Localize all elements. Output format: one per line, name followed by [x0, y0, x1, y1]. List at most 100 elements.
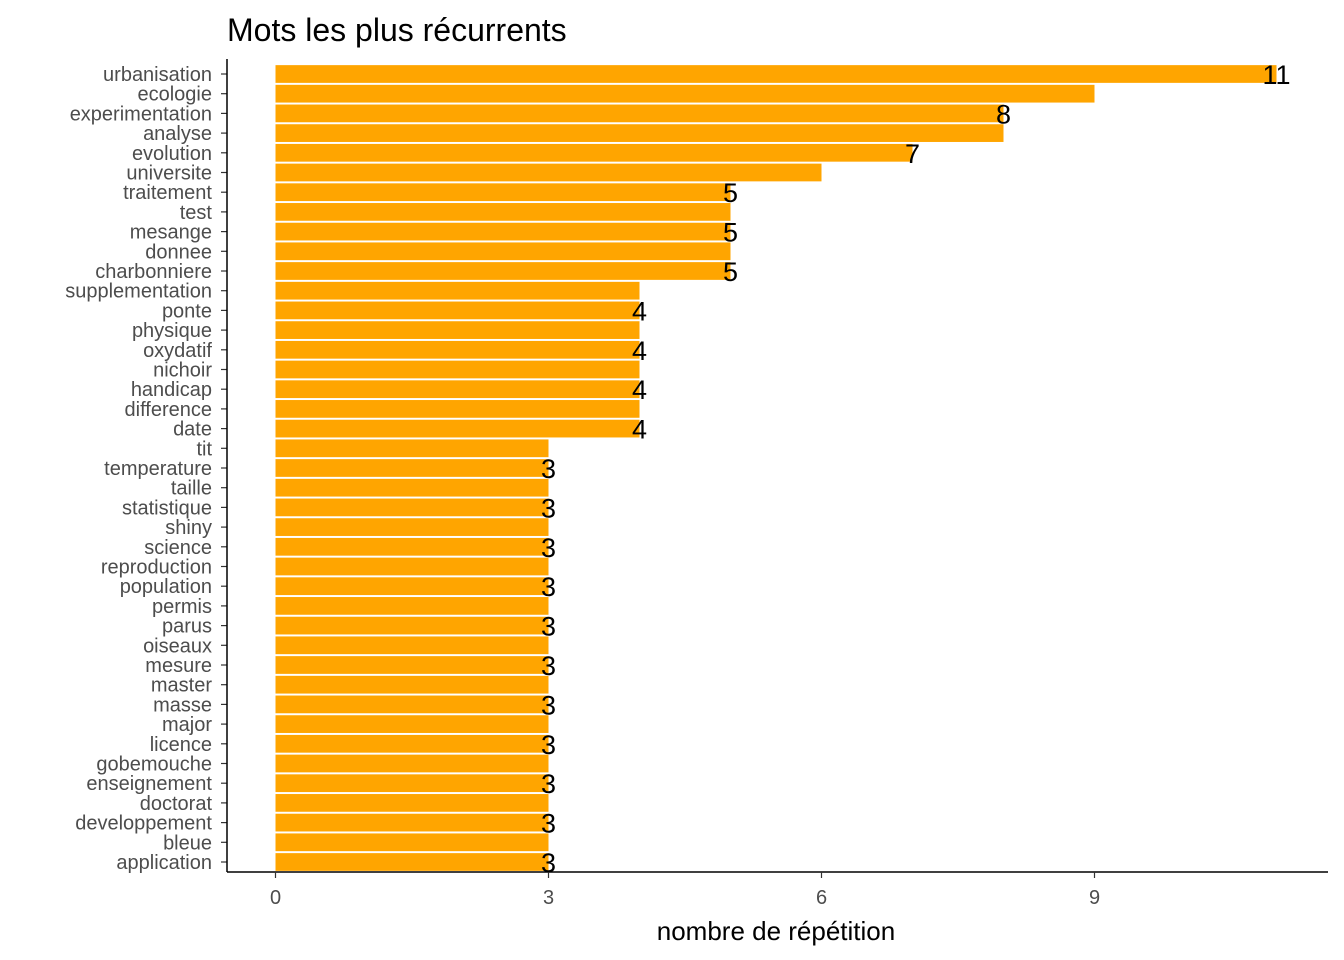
y-tick-label: temperature: [104, 458, 212, 480]
bar: [275, 163, 822, 182]
bar: [275, 636, 549, 655]
bar: [275, 124, 1004, 142]
bar: [275, 853, 549, 871]
y-tick-label: analyse: [143, 123, 212, 145]
y-tick-label: developpement: [75, 813, 212, 835]
y-tick-label: date: [173, 419, 212, 441]
y-tick-label: shiny: [165, 517, 212, 539]
bar: [275, 281, 640, 300]
data-label: 3: [541, 612, 556, 642]
data-label: 5: [723, 218, 738, 248]
y-tick-label: universite: [126, 163, 212, 185]
y-axis: urbanisationecologieexperimentationanaly…: [65, 59, 228, 874]
bar: [275, 65, 1277, 83]
y-tick-label: tit: [196, 438, 212, 460]
y-tick-label: donnee: [145, 241, 212, 263]
bar: [275, 754, 549, 773]
data-label: 3: [541, 730, 556, 760]
bar: [275, 813, 549, 832]
data-label: 3: [541, 533, 556, 563]
bar: [275, 301, 640, 320]
x-tick-label: 0: [270, 887, 281, 909]
y-tick-label: masse: [153, 694, 212, 716]
data-label: 3: [541, 809, 556, 839]
y-tick-label: permis: [152, 596, 212, 618]
chart-title: Mots les plus récurrents: [227, 12, 567, 48]
bar: [275, 84, 1095, 103]
y-tick-label: charbonniere: [95, 261, 212, 283]
bar: [275, 203, 731, 221]
data-label: 5: [723, 257, 738, 287]
y-tick-label: oiseaux: [143, 635, 212, 657]
y-tick-label: science: [144, 537, 212, 559]
y-tick-label: licence: [150, 734, 212, 756]
bar: [275, 774, 549, 793]
x-axis: 0 3 6 9: [227, 871, 1328, 909]
data-label: 4: [632, 296, 647, 326]
x-axis-title: nombre de répétition: [657, 916, 895, 946]
data-label: 11: [1262, 60, 1290, 90]
y-tick-label: master: [151, 675, 212, 697]
y-tick-label: experimentation: [70, 103, 212, 125]
y-tick-label: population: [120, 576, 212, 598]
bar: [275, 400, 640, 418]
bar: [275, 695, 549, 714]
y-tick-label: doctorat: [140, 793, 213, 815]
data-label: 3: [541, 848, 556, 878]
data-label: 3: [541, 769, 556, 799]
x-tick-label: 9: [1089, 887, 1100, 909]
bar: [275, 833, 549, 852]
y-tick-label: mesange: [130, 222, 212, 244]
data-label: 7: [905, 139, 920, 169]
data-label: 5: [723, 178, 738, 208]
bar: [275, 518, 549, 536]
y-tick-label: supplementation: [65, 281, 212, 303]
y-tick-label: evolution: [132, 143, 212, 165]
y-tick-label: oxydatif: [143, 340, 212, 362]
bar: [275, 557, 549, 576]
bar: [275, 616, 549, 635]
bar: [275, 360, 640, 379]
bar: [275, 222, 731, 241]
bar: [275, 439, 549, 458]
bar: [275, 656, 549, 674]
y-tick-label: urbanisation: [103, 64, 212, 86]
data-label: 3: [541, 454, 556, 484]
data-labels-group: 11 8 7 5 5 5 4 4 4 4 3 3 3 3 3 3 3 3 3 3 3: [541, 60, 1291, 878]
bar: [275, 715, 549, 733]
y-tick-label: mesure: [145, 655, 212, 677]
data-label: 3: [541, 493, 556, 523]
bar: [275, 242, 731, 261]
bar: [275, 597, 549, 615]
y-tick-label: statistique: [122, 497, 212, 519]
bar: [275, 498, 549, 517]
data-label: 3: [541, 651, 556, 681]
y-tick-label: ecologie: [137, 84, 212, 106]
bar: [275, 478, 549, 497]
bar: [275, 183, 731, 202]
bar: [275, 459, 549, 477]
x-tick-label: 6: [816, 887, 827, 909]
bars-group: [275, 65, 1277, 871]
y-tick-label: reproduction: [101, 557, 212, 579]
y-tick-label: handicap: [131, 379, 212, 401]
y-tick-label: ponte: [162, 300, 212, 322]
bar: [275, 321, 640, 339]
y-tick-label: test: [180, 202, 213, 224]
y-tick-label: taille: [171, 478, 212, 500]
data-label: 3: [541, 690, 556, 720]
y-tick-label: enseignement: [86, 773, 212, 795]
bar: [275, 577, 549, 596]
bar: [275, 794, 549, 812]
y-tick-label: nichoir: [153, 360, 212, 382]
bar: [275, 675, 549, 694]
bar: [275, 340, 640, 359]
bar: [275, 419, 640, 438]
y-tick-label: major: [162, 714, 212, 736]
y-tick-label: traitement: [123, 182, 212, 204]
data-label: 4: [632, 415, 647, 445]
data-label: 3: [541, 572, 556, 602]
y-tick-label: application: [116, 852, 212, 874]
